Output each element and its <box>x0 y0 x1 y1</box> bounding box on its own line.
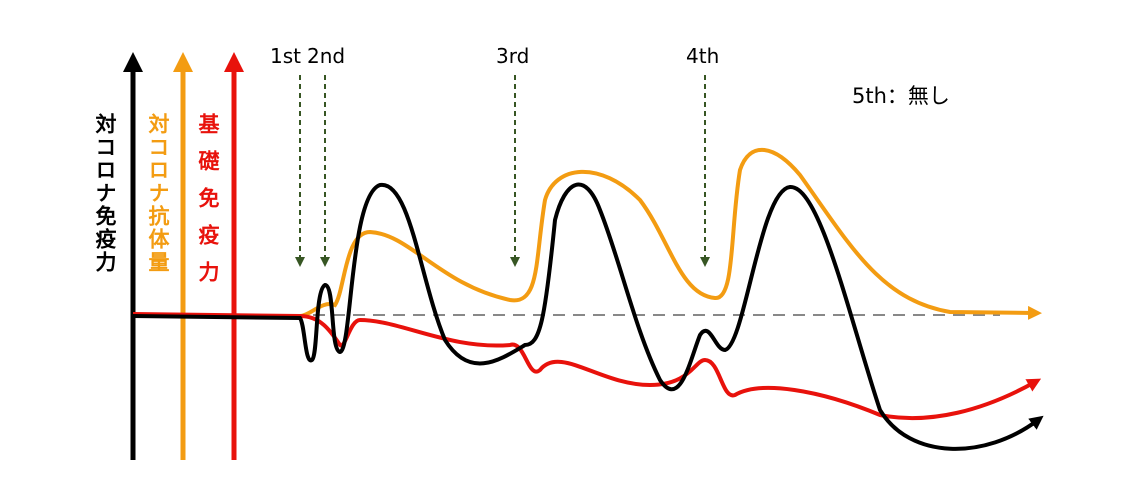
axis-label: 基礎免疫力 <box>196 113 220 298</box>
axis-label: 対コロナ免疫力 <box>93 113 117 274</box>
base-immunity-curve <box>132 312 1042 421</box>
dose-label: 1st <box>270 44 301 68</box>
dose-label: 4th <box>686 44 720 68</box>
dose-label: 3rd <box>496 44 530 68</box>
dose-arrows <box>295 75 710 267</box>
antibody-curve <box>133 148 1042 320</box>
note: 5th：無し <box>852 84 950 108</box>
axis-label: 対コロナ抗体量 <box>146 113 170 274</box>
covid-immunity-curve <box>132 182 1044 451</box>
dose-label: 2nd <box>307 44 346 68</box>
